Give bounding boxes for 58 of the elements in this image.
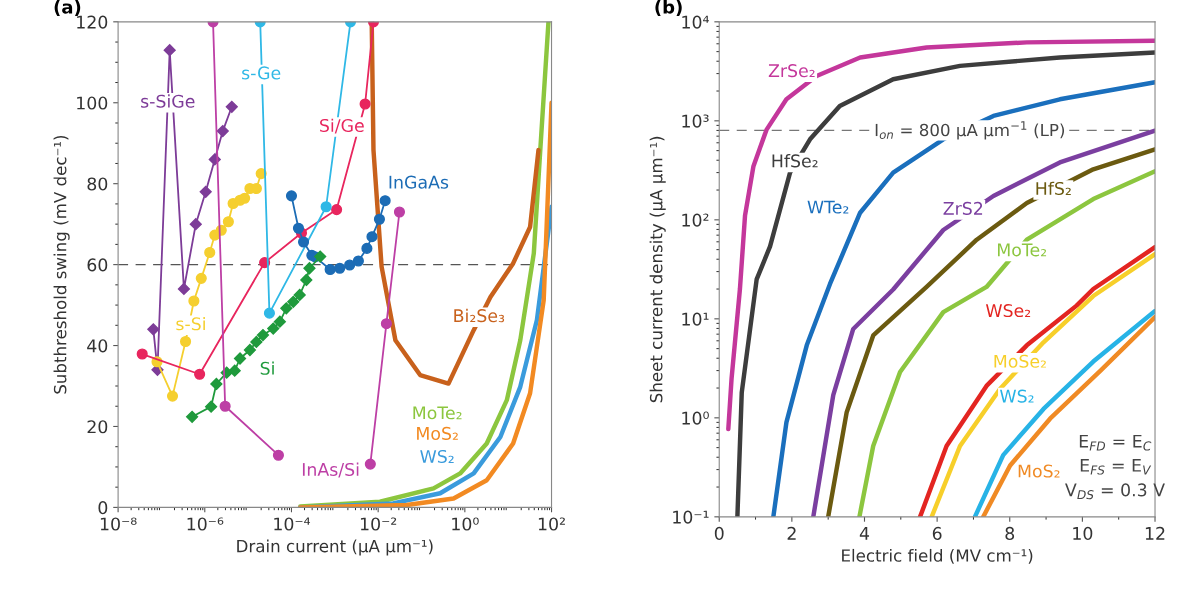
x-tick-label: 8 <box>1005 526 1015 540</box>
y-axis-title: Sheet current density (μA μm⁻¹) <box>649 136 666 403</box>
y-tick-label: 0 <box>98 501 108 515</box>
series-label: WS₂ <box>1000 389 1034 403</box>
series-label: WS₂ <box>420 449 454 464</box>
series-label: HfS₂ <box>1036 181 1071 196</box>
x-tick-label: 10⁻² <box>360 517 397 531</box>
x-tick-label: 10⁻⁶ <box>187 517 224 531</box>
annotation: E$_{FS}$ = E$_{V}$ <box>1080 458 1152 475</box>
x-tick-label: 10 <box>1073 526 1093 540</box>
x-tick-label: 0 <box>714 526 724 540</box>
series-label: Si <box>260 361 274 375</box>
x-tick-label: 10⁻⁸ <box>100 517 137 531</box>
annotation: E$_{FD}$ = E$_{C}$ <box>1079 434 1152 451</box>
x-axis-title: Drain current (μA μm⁻¹) <box>237 539 433 556</box>
x-tick-label: 6 <box>932 526 942 540</box>
x-tick-label: 10⁻⁴ <box>274 517 311 531</box>
chart-title: (b) <box>655 0 682 16</box>
series-label: MoTe₂ <box>413 406 462 420</box>
annotation: V$_{DS}$ = 0.3 V <box>1065 483 1165 500</box>
y-tick-label: 40 <box>87 339 108 353</box>
x-tick-label: 10⁰ <box>452 517 479 531</box>
series-label: InGaAs <box>389 175 449 189</box>
series-label: s-SiGe <box>141 94 195 108</box>
chart-title: (a) <box>54 0 81 16</box>
series-label: ZrS2 <box>943 201 983 215</box>
y-tick-label: 10⁻¹ <box>673 510 709 524</box>
series-label: s-Si <box>176 316 205 331</box>
y-tick-label: 10¹ <box>682 312 709 326</box>
series-label: WSe₂ <box>985 303 1031 318</box>
x-axis-title: Electric field (MV cm⁻¹) <box>842 548 1033 564</box>
y-tick-label: 10² <box>682 213 709 227</box>
x-tick-label: 4 <box>859 527 870 540</box>
y-tick-label: 100 <box>77 96 108 110</box>
series-label: MoS₂ <box>1018 464 1060 478</box>
line-series <box>726 38 1156 432</box>
series-label: MoSe₂ <box>994 354 1046 368</box>
series-label: MoTe₂ <box>997 243 1047 257</box>
y-tick-label: 10⁰ <box>682 411 709 425</box>
y-tick-label: 20 <box>87 420 108 434</box>
text: MoS₂ <box>417 426 458 441</box>
x-tick-label: 10² <box>538 517 565 531</box>
y-tick-label: 120 <box>77 15 108 29</box>
series-label: Si/Ge <box>320 118 364 134</box>
x-tick-label: 2 <box>787 526 796 540</box>
y-tick-label: 80 <box>87 177 108 191</box>
series-label: WTe₂ <box>807 200 849 214</box>
y-tick-label: 10³ <box>682 114 709 128</box>
y-tick-label: 10⁴ <box>682 15 709 29</box>
series-label: Bi₂Se₃ <box>454 308 505 323</box>
y-axis-title: Subthreshold swing (mV dec⁻¹) <box>53 135 70 394</box>
x-tick-label: 12 <box>1145 526 1165 540</box>
series-label: HfSe₂ <box>772 154 818 168</box>
series-label: ZrSe₂ <box>768 64 815 78</box>
ref-line-label: I$_{on}$ = 800 μA μm$^{−1}$ (LP) <box>875 121 1065 140</box>
series-label: InAs/Si <box>302 462 359 478</box>
y-tick-label: 60 <box>87 258 108 272</box>
series-label: s-Ge <box>242 66 281 80</box>
